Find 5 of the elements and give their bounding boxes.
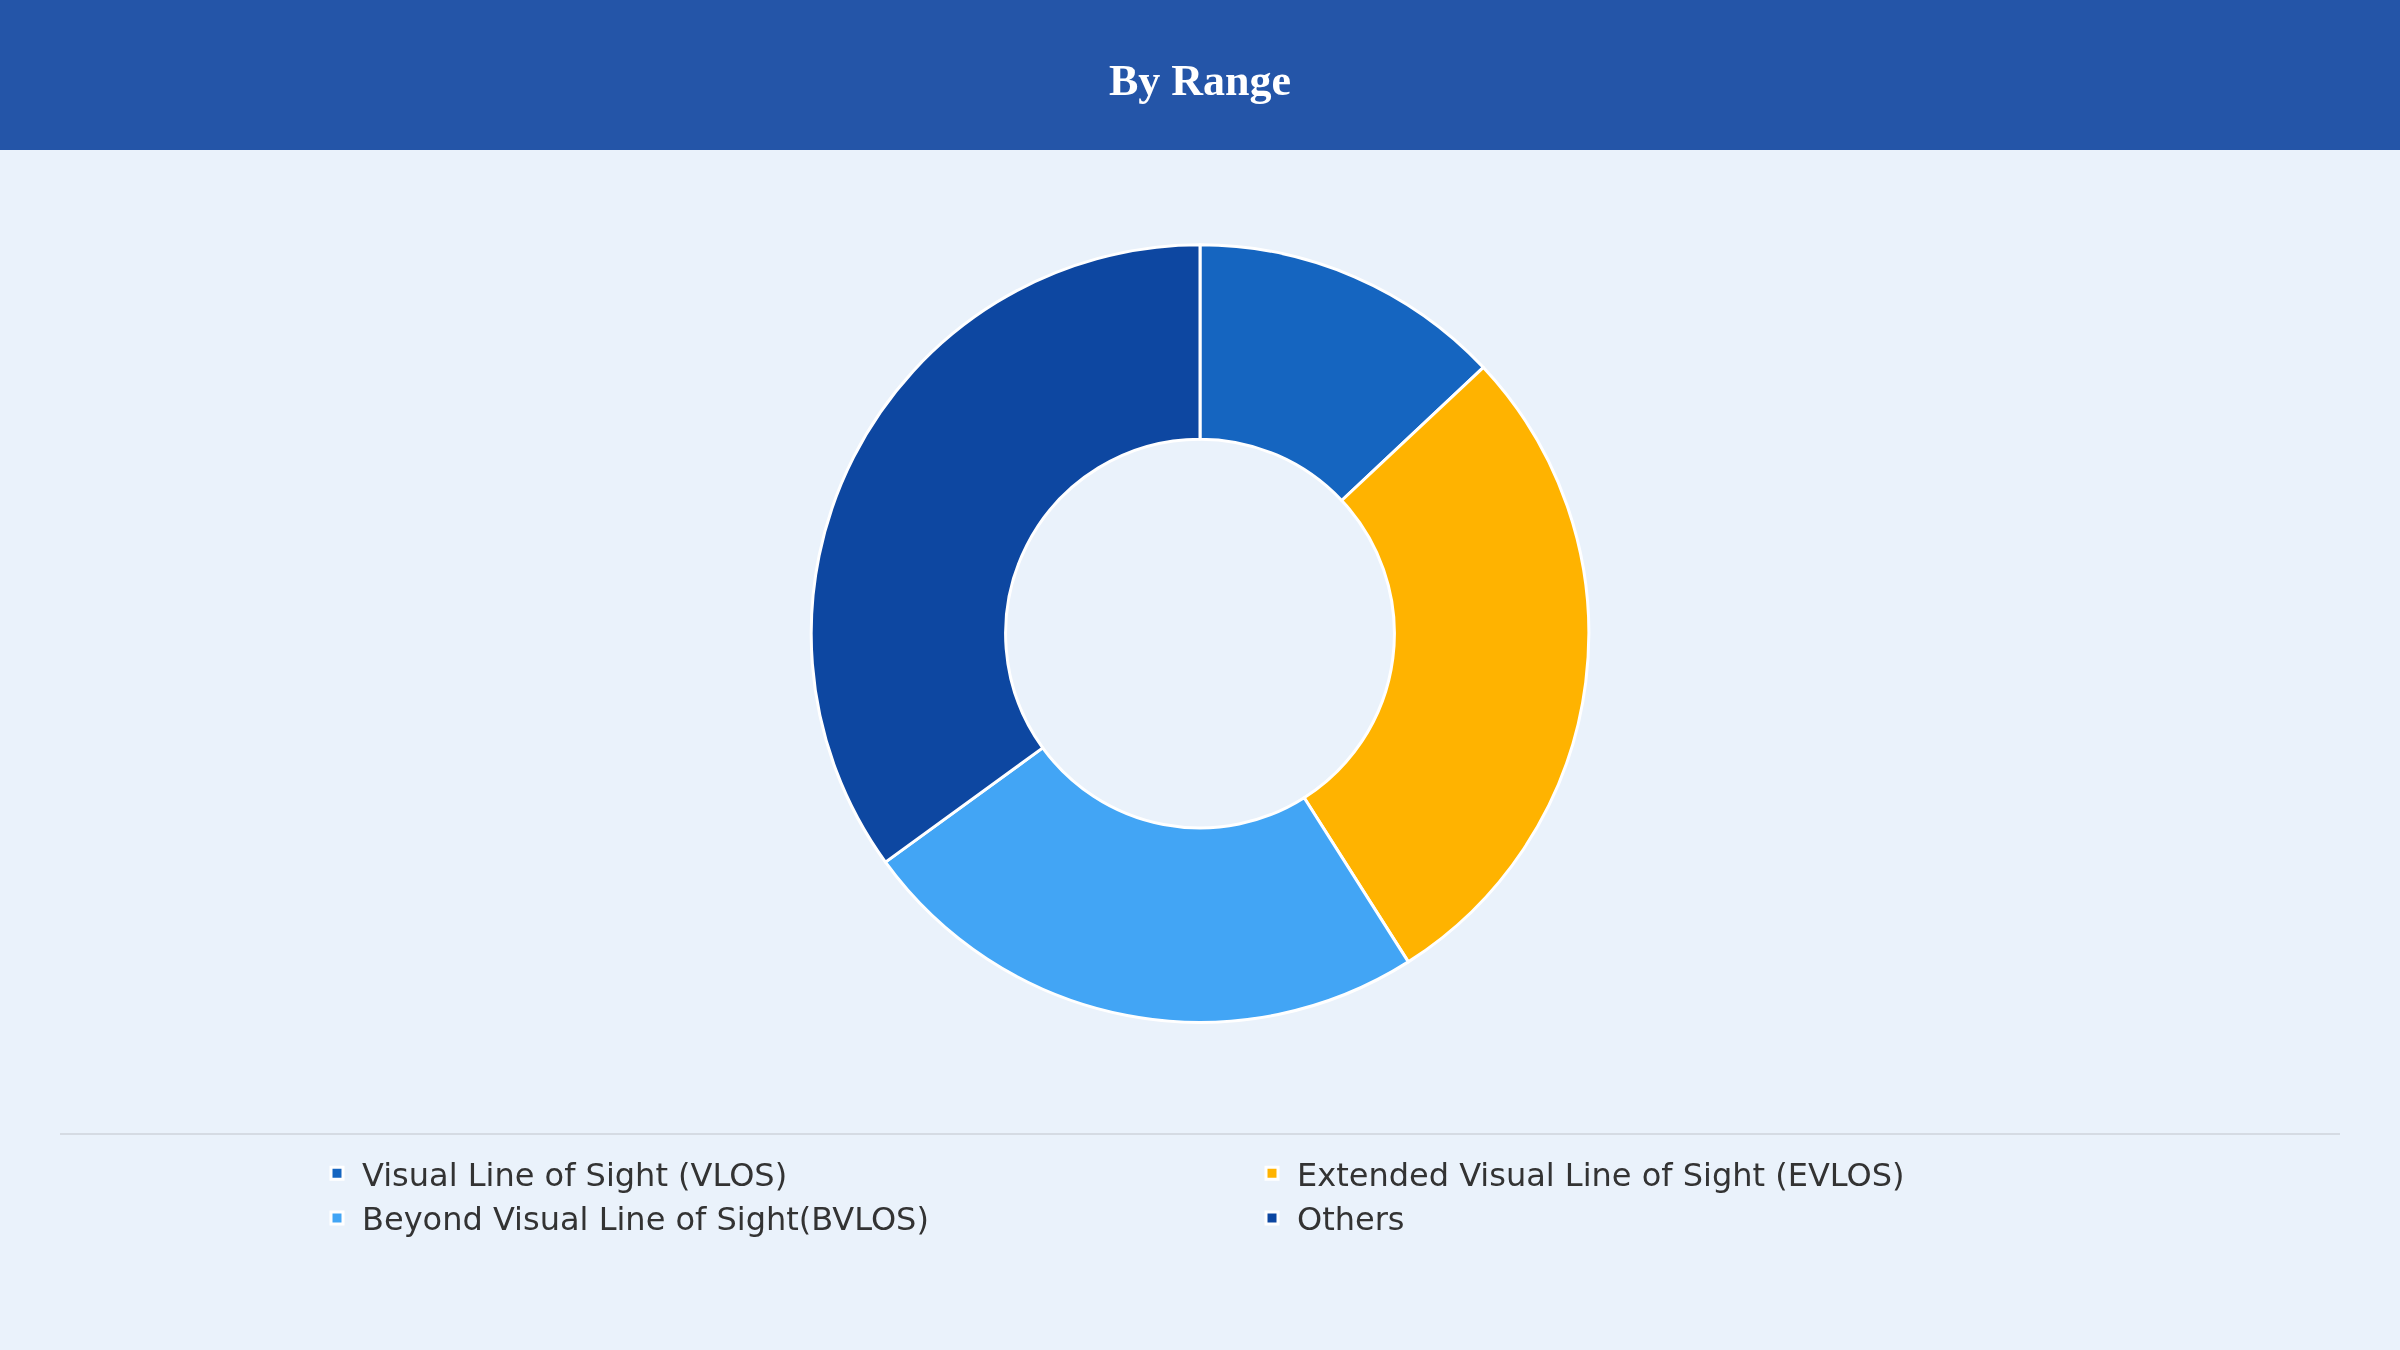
legend-label: Others — [1297, 1200, 1405, 1239]
legend-label: Visual Line of Sight (VLOS) — [362, 1155, 788, 1194]
legend-label: Beyond Visual Line of Sight(BVLOS) — [362, 1200, 929, 1239]
chart-title: By Range — [1108, 56, 1292, 106]
legend-label: Extended Visual Line of Sight (EVLOS) — [1297, 1155, 1905, 1194]
